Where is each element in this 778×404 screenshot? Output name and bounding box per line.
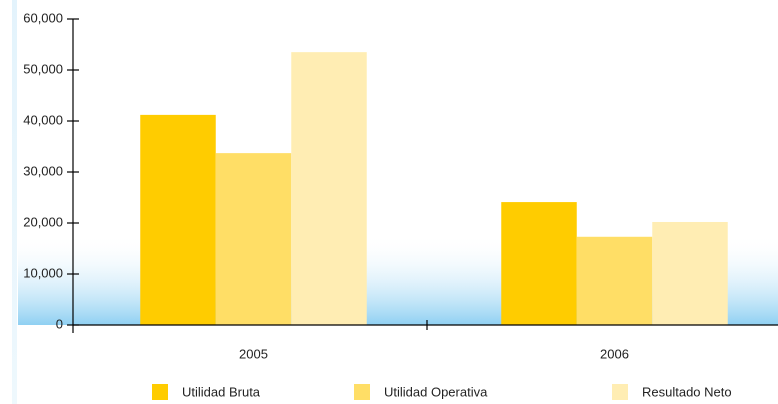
y-tick-label: 60,000	[23, 10, 63, 25]
legend-label: Resultado Neto	[642, 384, 732, 399]
bar	[652, 221, 728, 325]
y-tick-label: 20,000	[23, 214, 63, 229]
legend-label: Utilidad Bruta	[182, 384, 261, 399]
legend-label: Utilidad Operativa	[384, 384, 488, 399]
bar	[291, 52, 367, 326]
y-tick-label: 50,000	[23, 61, 63, 76]
y-tick-label: 10,000	[23, 265, 63, 280]
bar	[140, 114, 216, 325]
legend-swatch	[354, 384, 370, 400]
bar	[576, 236, 653, 325]
x-tick-label: 2006	[600, 346, 629, 361]
x-tick-label: 2005	[239, 346, 268, 361]
legend-swatch	[152, 384, 168, 400]
side-strip	[12, 0, 17, 404]
y-tick-label: 30,000	[23, 163, 63, 178]
bar	[501, 202, 577, 325]
y-tick-label: 0	[56, 316, 63, 331]
y-tick-label: 40,000	[23, 112, 63, 127]
legend-swatch	[612, 384, 628, 400]
bar	[215, 153, 292, 325]
